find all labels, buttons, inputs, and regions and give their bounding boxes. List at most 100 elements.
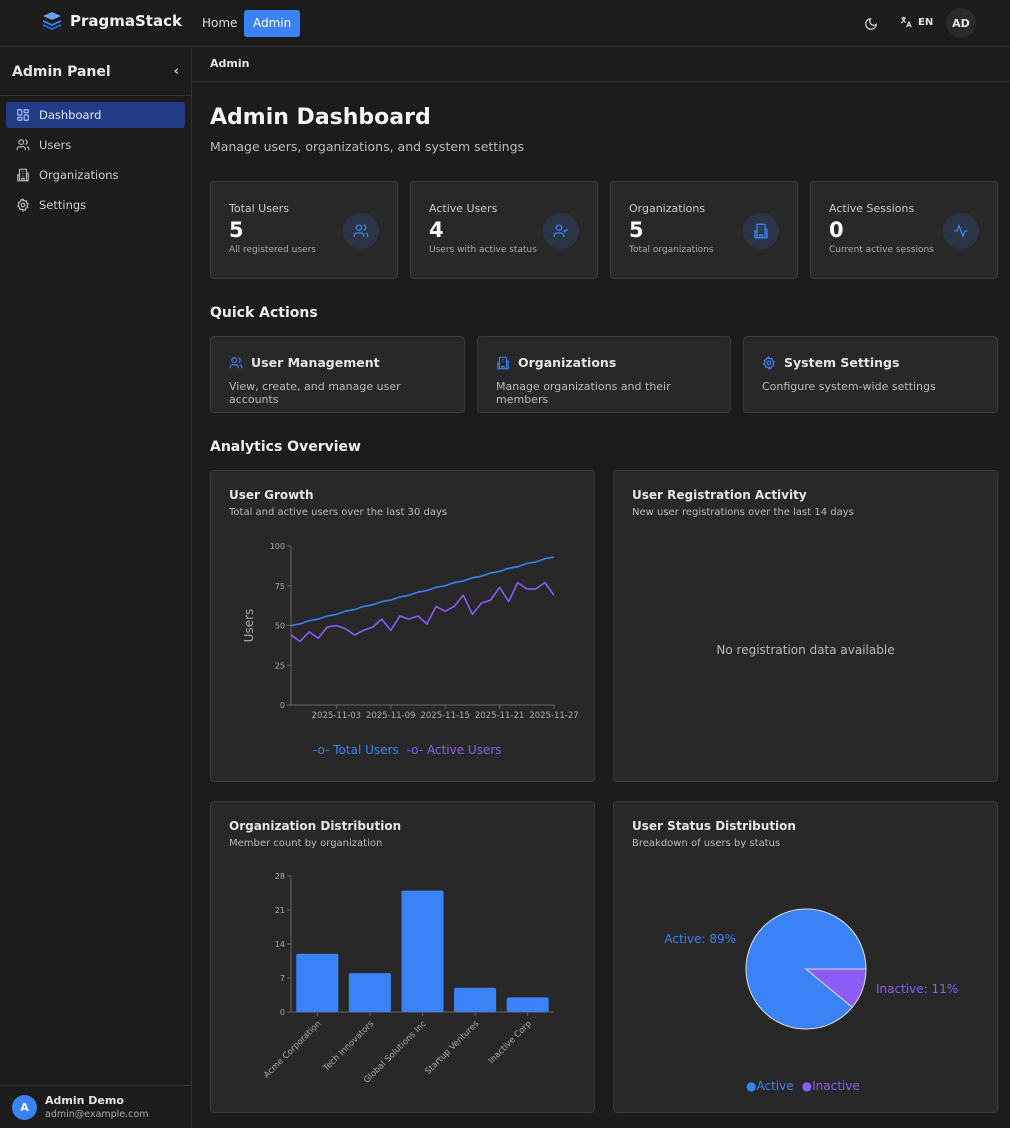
pie-legend: ●Active ●Inactive (746, 1079, 860, 1093)
stat-card-total-users: Total Users 5 All registered users (210, 181, 398, 279)
user-avatar-button[interactable]: AD (946, 8, 976, 38)
users-icon (16, 139, 30, 151)
legend-label: Total Users (333, 743, 399, 757)
legend-label: Active (756, 1079, 794, 1093)
quick-action-user-management[interactable]: User Management View, create, and manage… (210, 336, 465, 413)
stat-card-active-users: Active Users 4 Users with active status (410, 181, 598, 279)
user-email: admin@example.com (45, 1109, 149, 1120)
sidebar-item-label: Organizations (39, 168, 119, 182)
quick-action-system-settings[interactable]: System Settings Configure system-wide se… (743, 336, 998, 413)
x-tick-label: 2025-11-09 (366, 711, 415, 721)
legend-label: Active Users (426, 743, 502, 757)
bar-acme-corporation (296, 953, 339, 1012)
nav-home[interactable]: Home (202, 16, 238, 30)
quick-action-description: Manage organizations and their members (496, 380, 671, 406)
y-tick-label: 21 (275, 906, 285, 915)
y-tick-label: 25 (275, 661, 285, 670)
language-button[interactable]: EN (899, 15, 933, 29)
user-status-distribution-card: User Status Distribution Breakdown of us… (613, 801, 998, 1113)
x-tick-label: 2025-11-21 (475, 711, 524, 721)
gear-icon (762, 355, 776, 370)
stat-description: All registered users (229, 245, 316, 255)
line-chart-legend: -o- Total Users -o- Active Users (313, 743, 502, 757)
legend-item-active[interactable]: ●Active (746, 1079, 794, 1093)
page-title: Admin Dashboard (210, 105, 431, 130)
dashboard-icon (17, 109, 29, 121)
y-tick-label: 7 (280, 974, 285, 983)
translate-icon (900, 16, 912, 28)
analytics-heading: Analytics Overview (210, 439, 361, 455)
legend-label: Inactive (812, 1079, 860, 1093)
bar-startup-ventures (454, 987, 497, 1012)
sidebar-user-profile[interactable]: A Admin Demo admin@example.com (0, 1085, 191, 1128)
sidebar-item-label: Settings (39, 198, 87, 212)
quick-action-title: User Management (251, 355, 380, 370)
chart-subtitle: Member count by organization (229, 838, 383, 849)
bar-tech-innovators (348, 973, 391, 1012)
stat-value: 4 (429, 218, 444, 242)
chart-subtitle: Breakdown of users by status (632, 838, 781, 849)
user-status-pie-chart: Active: 89% Inactive: 11% (664, 908, 958, 1030)
stat-card-organizations: Organizations 5 Total organizations (610, 181, 798, 279)
pie-label-active: Active: 89% (664, 932, 736, 946)
legend-item-total-users[interactable]: -o- Total Users (313, 743, 399, 757)
nav-admin[interactable]: Admin (244, 10, 301, 37)
chart-title: Organization Distribution (229, 819, 402, 833)
moon-icon (865, 18, 877, 30)
chart-subtitle: Total and active users over the last 30 … (229, 507, 448, 518)
stack-logo-icon (43, 12, 61, 30)
building-icon (17, 168, 29, 182)
stat-value: 0 (829, 218, 844, 242)
language-label: EN (918, 16, 934, 28)
legend-item-active-users[interactable]: -o- Active Users (406, 743, 502, 757)
pie-label-inactive: Inactive: 11% (876, 982, 958, 996)
organization-distribution-card: Organization Distribution Member count b… (210, 801, 595, 1113)
sidebar-title: Admin Panel (12, 63, 111, 80)
y-axis-label: Users (242, 609, 256, 643)
stat-label: Active Sessions (829, 202, 915, 215)
theme-toggle-button[interactable] (864, 16, 878, 35)
y-tick-label: 0 (280, 1008, 285, 1017)
stat-value: 5 (629, 218, 644, 242)
quick-action-description: View, create, and manage user accounts (229, 380, 401, 406)
user-growth-chart-card: User Growth Total and active users over … (210, 470, 595, 782)
x-tick-label: Tech Innovators (321, 1019, 376, 1074)
sidebar-item-settings[interactable]: Settings (6, 192, 185, 218)
users-icon (343, 213, 379, 249)
quick-actions-heading: Quick Actions (210, 305, 318, 321)
registration-activity-card: User Registration Activity New user regi… (613, 470, 998, 782)
gear-icon (16, 198, 30, 212)
collapse-sidebar-chevron-icon[interactable]: ‹ (173, 64, 179, 79)
app-name: PragmaStack (70, 12, 182, 30)
stat-description: Total organizations (629, 245, 714, 255)
quick-action-organizations[interactable]: Organizations Manage organizations and t… (477, 336, 731, 413)
top-navbar (0, 0, 1010, 47)
x-tick-label: 2025-11-15 (420, 711, 469, 721)
sidebar-item-dashboard[interactable]: Dashboard (6, 102, 185, 128)
legend-item-inactive[interactable]: ●Inactive (801, 1079, 860, 1093)
quick-action-description: Configure system-wide settings (762, 380, 936, 393)
pie-slice-inactive (804, 968, 867, 1008)
breadcrumb[interactable]: Admin (192, 48, 1010, 82)
quick-action-title: Organizations (518, 355, 617, 370)
chart-title: User Growth (229, 488, 314, 502)
sidebar: Admin Panel ‹ Dashboard Users Organizati… (0, 48, 192, 1128)
bar-global-solutions-inc (401, 890, 444, 1012)
x-tick-label: Acme Corporation (262, 1019, 323, 1080)
app-logo[interactable]: PragmaStack (42, 12, 182, 30)
stat-label: Active Users (429, 202, 498, 215)
stat-label: Total Users (229, 202, 289, 215)
users-icon (229, 356, 243, 368)
stat-card-active-sessions: Active Sessions 0 Current active session… (810, 181, 998, 279)
y-tick-label: 100 (270, 542, 285, 551)
y-tick-label: 0 (280, 701, 285, 710)
chart-subtitle: New user registrations over the last 14 … (632, 507, 854, 518)
y-tick-label: 75 (275, 582, 285, 591)
sidebar-item-organizations[interactable]: Organizations (6, 162, 185, 188)
y-tick-label: 28 (275, 872, 285, 881)
stat-description: Users with active status (429, 245, 537, 255)
y-tick-label: 50 (275, 622, 285, 631)
x-tick-label: 2025-11-27 (529, 711, 578, 721)
page-subtitle: Manage users, organizations, and system … (210, 139, 525, 154)
sidebar-item-users[interactable]: Users (6, 132, 185, 158)
